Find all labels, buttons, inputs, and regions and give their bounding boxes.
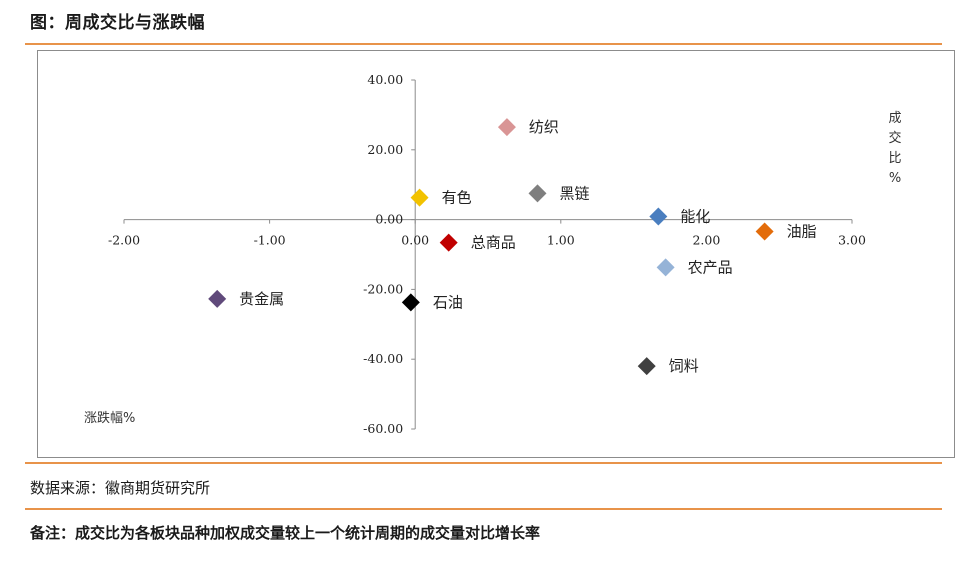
x-tick-label: 1.00 bbox=[547, 233, 575, 248]
y-tick-label: 0.00 bbox=[375, 212, 403, 227]
scatter-point bbox=[401, 293, 420, 312]
point-label: 贵金属 bbox=[239, 290, 284, 308]
x-tick-label: -2.00 bbox=[108, 233, 140, 248]
x-tick-label: 2.00 bbox=[692, 233, 720, 248]
chart-axes bbox=[123, 79, 853, 430]
y-tick-label: 20.00 bbox=[367, 142, 403, 157]
scatter-point bbox=[755, 222, 774, 241]
scatter-point bbox=[497, 118, 516, 137]
scatter-point bbox=[410, 188, 429, 207]
note-text: 备注：成交比为各板块品种加权成交量较上一个统计周期的成交量对比增长率 bbox=[30, 524, 541, 542]
y-axis-label-char: 交 bbox=[888, 130, 901, 146]
y-tick-label: 40.00 bbox=[367, 72, 403, 87]
scatter-point bbox=[528, 184, 547, 203]
y-axis-label-char: 成 bbox=[888, 111, 901, 126]
scatter-point bbox=[656, 258, 675, 277]
tick-labels: -2.00 -1.00 0.00 1.00 2.00 3.00 40.00 20.00 0.00… bbox=[108, 72, 866, 436]
point-label: 油脂 bbox=[787, 222, 817, 240]
y-axis-label-char: % bbox=[889, 171, 901, 186]
point-label: 石油 bbox=[433, 293, 463, 311]
y-axis-label: 成交比% bbox=[888, 111, 901, 186]
x-tick-label: 3.00 bbox=[838, 233, 866, 248]
scatter-point bbox=[637, 357, 656, 376]
y-tick-label: -60.00 bbox=[363, 421, 403, 436]
scatter-point bbox=[649, 207, 668, 226]
figure-title: 图：周成交比与涨跌幅 bbox=[30, 13, 205, 33]
point-label: 有色 bbox=[442, 189, 472, 207]
x-axis-label: 涨跌幅% bbox=[84, 410, 135, 426]
point-label: 纺织 bbox=[529, 118, 559, 136]
source-text: 数据来源：徽商期货研究所 bbox=[30, 479, 211, 497]
middle-rule bbox=[25, 462, 942, 464]
y-tick-label: -20.00 bbox=[363, 281, 403, 296]
x-tick-label: 0.00 bbox=[401, 233, 429, 248]
scatter-point bbox=[208, 289, 227, 308]
scatter-point bbox=[439, 233, 458, 252]
plot-frame bbox=[37, 50, 955, 458]
point-label: 黑链 bbox=[560, 184, 590, 202]
point-label: 饲料 bbox=[669, 357, 699, 375]
top-rule bbox=[25, 43, 942, 45]
point-label: 能化 bbox=[680, 207, 710, 225]
lower-rule bbox=[25, 508, 942, 510]
point-label: 总商品 bbox=[471, 234, 516, 252]
point-label: 农产品 bbox=[688, 258, 733, 276]
y-tick-label: -40.00 bbox=[363, 351, 403, 366]
x-tick-label: -1.00 bbox=[254, 233, 286, 248]
y-axis-label-char: 比 bbox=[888, 151, 901, 166]
